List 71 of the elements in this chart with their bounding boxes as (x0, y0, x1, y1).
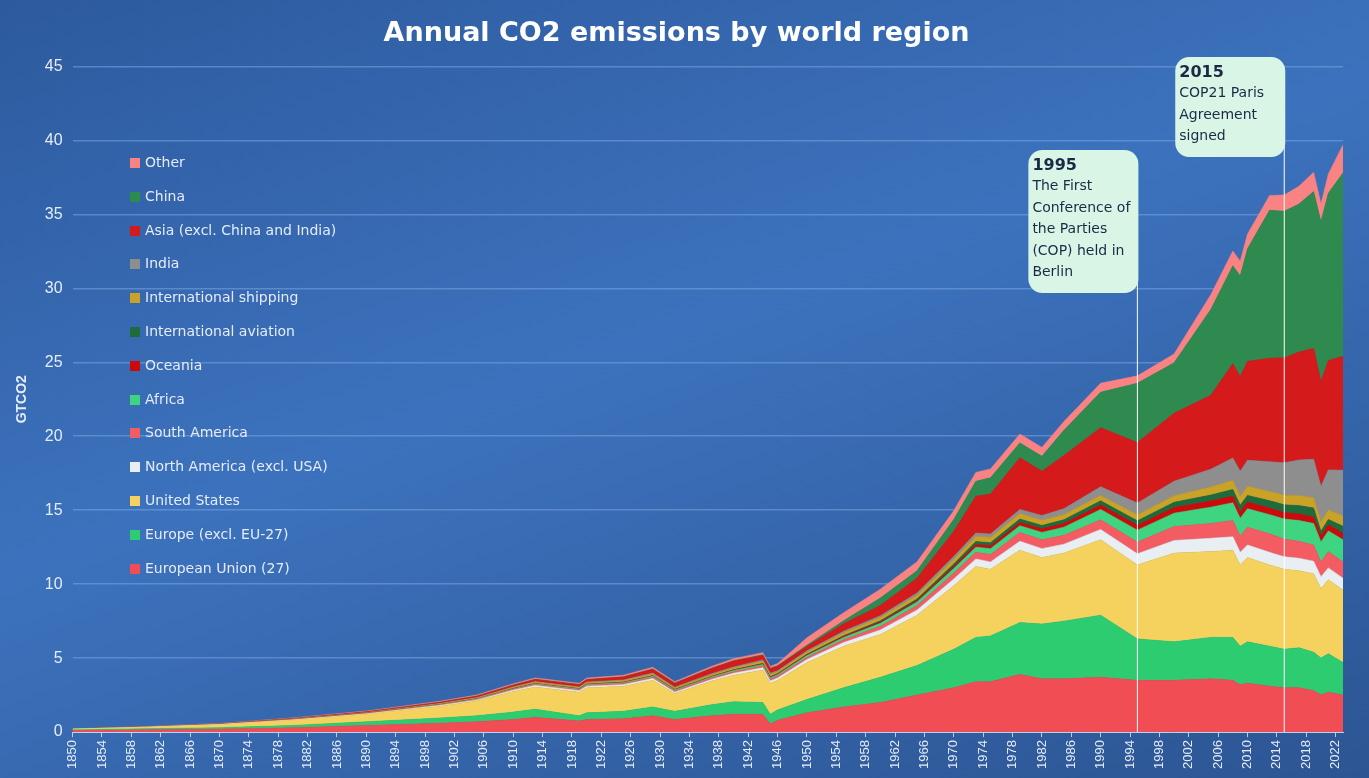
x-tick-label: 1922 (592, 740, 608, 769)
x-tick-label: 1986 (1062, 740, 1078, 769)
legend-label: South America (145, 424, 248, 441)
y-tick-label: 35 (44, 204, 63, 222)
ref-line-label: 1995 The First Conference of the Parties (COP) held in Berlin (1031, 155, 1132, 280)
legend-label: China (145, 187, 185, 204)
x-tick-label: 2018 (1297, 740, 1313, 769)
x-tick-label: 2014 (1268, 740, 1284, 769)
x-tick-label: 1870 (211, 740, 227, 769)
x-tick-label: 1934 (681, 740, 697, 769)
y-tick-label: 15 (44, 500, 63, 518)
legend-label: United States (145, 491, 240, 508)
x-tick-label: 1962 (886, 740, 902, 769)
x-tick-label: 1866 (181, 740, 197, 769)
legend-label: Asia (excl. China and India) (145, 221, 337, 238)
x-tick-label: 1950 (798, 740, 814, 769)
y-axis-title: GTCO2 (13, 374, 30, 424)
legend-label: North America (excl. USA) (145, 458, 328, 475)
x-tick-label: 1882 (299, 740, 315, 769)
x-tick-label: 1970 (945, 740, 961, 769)
x-tick-label: 1966 (916, 740, 932, 769)
x-tick-label: 1898 (416, 740, 432, 769)
x-tick-label: 1954 (827, 740, 843, 769)
x-tick-label: 1854 (93, 740, 109, 769)
x-tick-label: 1926 (622, 740, 638, 769)
x-tick-label: 1994 (1121, 740, 1137, 769)
x-tick-label: 2010 (1239, 740, 1255, 769)
y-tick-label: 25 (44, 352, 63, 370)
y-tick-label: 40 (44, 130, 63, 148)
legend-label: Africa (145, 390, 185, 407)
x-tick-label: 1930 (651, 740, 667, 769)
chart-title: Annual CO2 emissions by world region (383, 16, 970, 48)
legend-label: International aviation (145, 322, 295, 339)
x-tick-label: 1910 (504, 740, 520, 769)
x-tick-label: 1946 (769, 740, 785, 769)
x-tick-label: 1938 (710, 740, 726, 769)
legend-label: European Union (27) (145, 559, 290, 576)
x-tick-label: 1850 (64, 740, 80, 769)
y-tick-label: 30 (44, 278, 63, 296)
x-tick-label: 2022 (1327, 740, 1343, 769)
x-tick-label: 1894 (387, 740, 403, 769)
y-tick-label: 20 (44, 426, 63, 444)
x-tick-label: 1982 (1033, 740, 1049, 769)
x-tick-label: 2006 (1209, 740, 1225, 769)
y-tick-label: 45 (44, 56, 63, 74)
legend-label: India (145, 255, 180, 272)
x-tick-label: 1902 (446, 740, 462, 769)
x-tick-label: 1918 (563, 740, 579, 769)
x-tick-label: 1914 (534, 740, 550, 769)
x-tick-label: 1874 (240, 740, 256, 769)
y-tick-label: 5 (53, 648, 63, 666)
x-tick-label: 1998 (1150, 740, 1166, 769)
x-tick-label: 1878 (269, 740, 285, 769)
x-tick-label: 1942 (739, 740, 755, 769)
x-tick-label: 1886 (328, 740, 344, 769)
legend-label: Europe (excl. EU-27) (145, 525, 289, 542)
ref-line-label: 2015 COP21 Paris Agreement signed (1179, 62, 1265, 144)
x-tick-label: 1974 (974, 740, 990, 769)
x-tick-label: 1862 (152, 740, 168, 769)
y-tick-label: 0 (53, 722, 63, 740)
x-tick-label: 1858 (122, 740, 138, 769)
legend-label: International shipping (145, 289, 299, 306)
legend-label: Oceania (145, 356, 203, 373)
x-tick-label: 1958 (857, 740, 873, 769)
x-tick-label: 1990 (1092, 740, 1108, 769)
x-tick-label: 1890 (357, 740, 373, 769)
y-tick-label: 10 (44, 574, 63, 592)
x-tick-label: 2002 (1180, 740, 1196, 769)
x-tick-label: 1978 (1004, 740, 1020, 769)
legend-label: Other (145, 154, 185, 170)
x-tick-label: 1906 (475, 740, 491, 769)
